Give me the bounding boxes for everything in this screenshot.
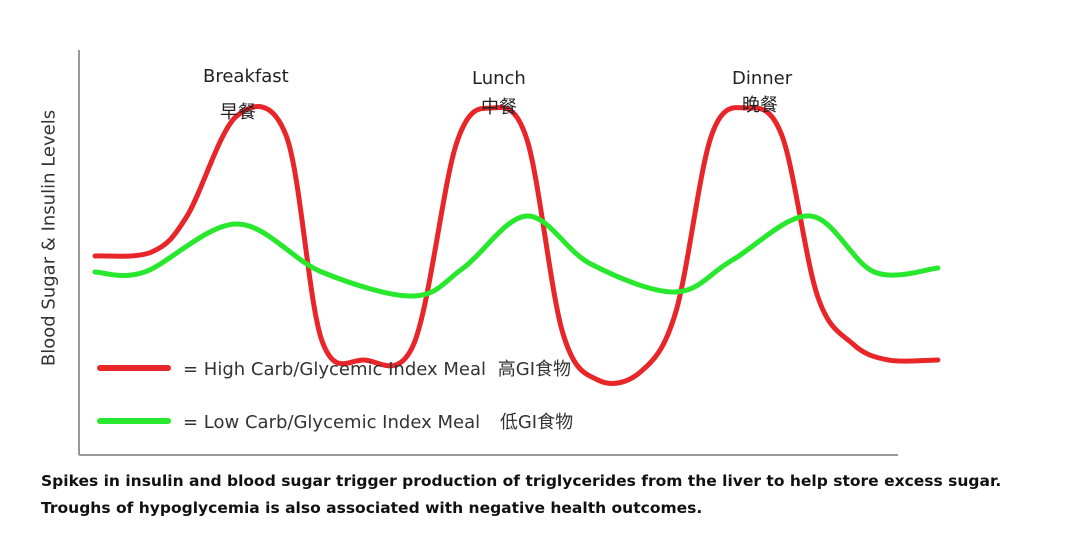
legend-label-high: = High Carb/Glycemic Index Meal 高GI食物	[183, 355, 571, 381]
series-line-high-gi	[92, 104, 941, 386]
meal-label-dinner: Dinner	[732, 68, 793, 89]
caption-line-2: Troughs of hypoglycemia is also associat…	[41, 499, 703, 517]
legend-label-low-zh: 低GI食物	[499, 412, 574, 433]
meal-label-lunch-zh: 中餐	[481, 97, 517, 118]
meal-label-breakfast: Breakfast	[203, 66, 289, 87]
series-line-low-gi	[92, 213, 941, 299]
legend-label-high-en: = High Carb/Glycemic Index Meal	[183, 359, 487, 380]
series-layer	[92, 104, 941, 386]
legend-label-low: = Low Carb/Glycemic Index Meal 低GI食物	[183, 408, 573, 434]
meal-label-dinner-zh: 晚餐	[742, 95, 778, 116]
legend-label-low-en: = Low Carb/Glycemic Index Meal	[183, 412, 481, 433]
meal-label-lunch: Lunch	[472, 68, 526, 89]
meal-label-breakfast-zh: 早餐	[220, 102, 256, 123]
y-axis-label: Blood Sugar & Insulin Levels	[38, 109, 60, 367]
legend-label-high-zh: 高GI食物	[497, 359, 572, 380]
caption-line-1: Spikes in insulin and blood sugar trigge…	[41, 472, 1002, 490]
